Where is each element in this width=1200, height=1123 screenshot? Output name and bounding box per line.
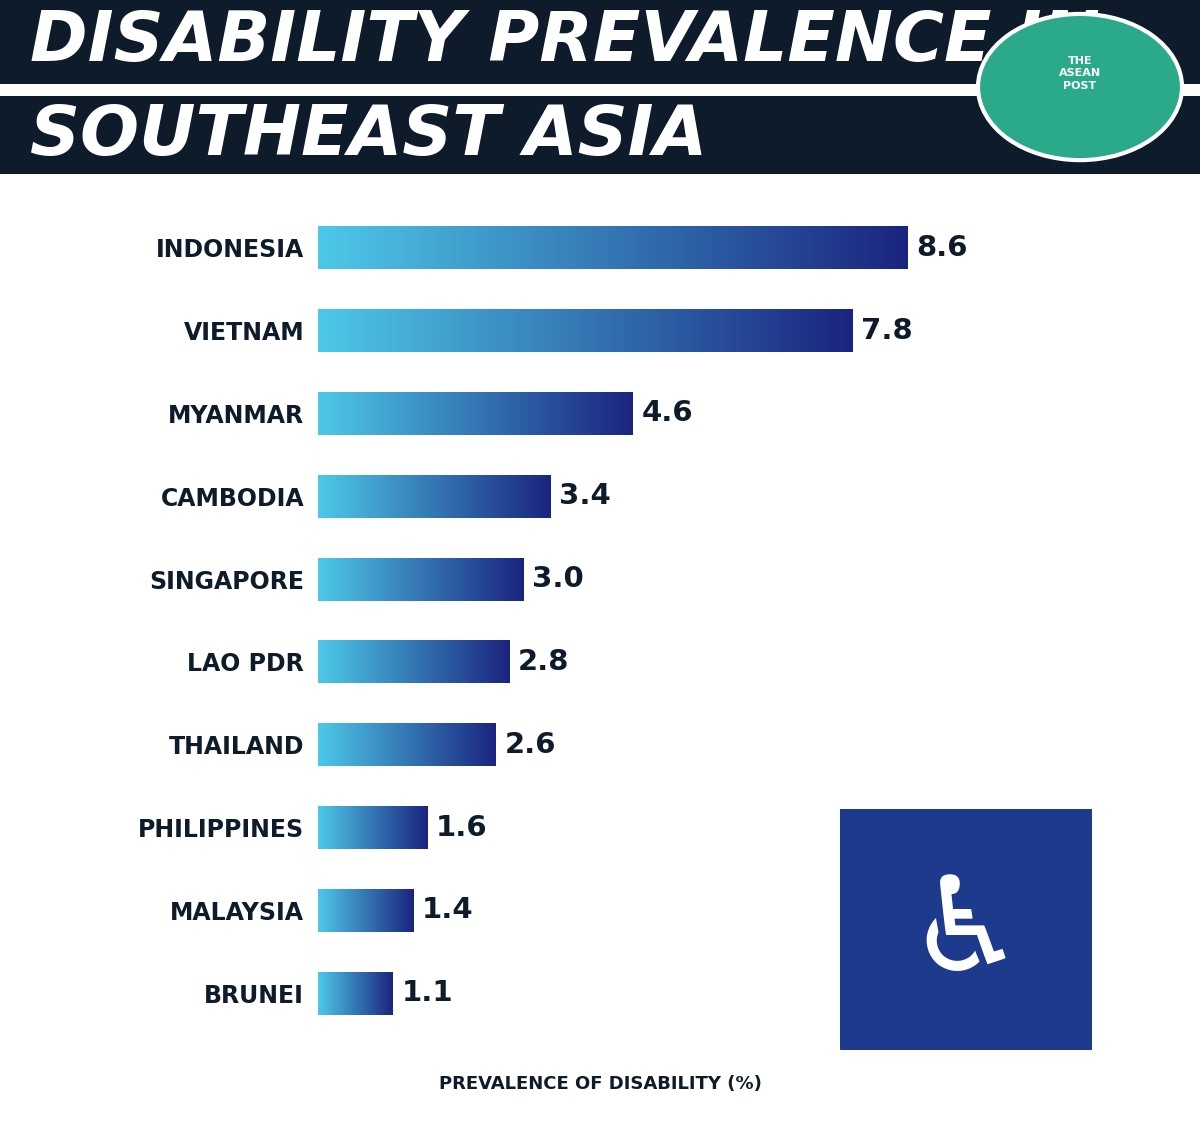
Text: 2.8: 2.8 [518, 648, 570, 676]
Text: 3.4: 3.4 [559, 482, 611, 510]
Bar [0, 0, 1200, 83]
Text: 8.6: 8.6 [916, 234, 967, 262]
Text: THE
ASEAN
POST: THE ASEAN POST [1058, 56, 1102, 91]
Bar [0, 83, 1200, 95]
Text: 1.1: 1.1 [402, 979, 454, 1007]
Text: DISABILITY PREVALENCE IN: DISABILITY PREVALENCE IN [30, 8, 1099, 75]
Text: PREVALENCE OF DISABILITY (%): PREVALENCE OF DISABILITY (%) [438, 1075, 762, 1093]
Bar [0, 95, 1200, 174]
Bar [0, 95, 26, 174]
Text: 4.6: 4.6 [642, 400, 694, 428]
Text: 1.4: 1.4 [422, 896, 474, 924]
Text: ♿: ♿ [907, 870, 1025, 997]
Text: 3.0: 3.0 [532, 565, 583, 593]
FancyBboxPatch shape [835, 804, 1097, 1054]
Ellipse shape [978, 13, 1182, 161]
Text: SOUTHEAST ASIA: SOUTHEAST ASIA [30, 102, 707, 170]
Text: 2.6: 2.6 [504, 731, 556, 759]
Text: 7.8: 7.8 [862, 317, 913, 345]
Bar [0, 0, 26, 83]
Text: 1.6: 1.6 [436, 813, 487, 841]
